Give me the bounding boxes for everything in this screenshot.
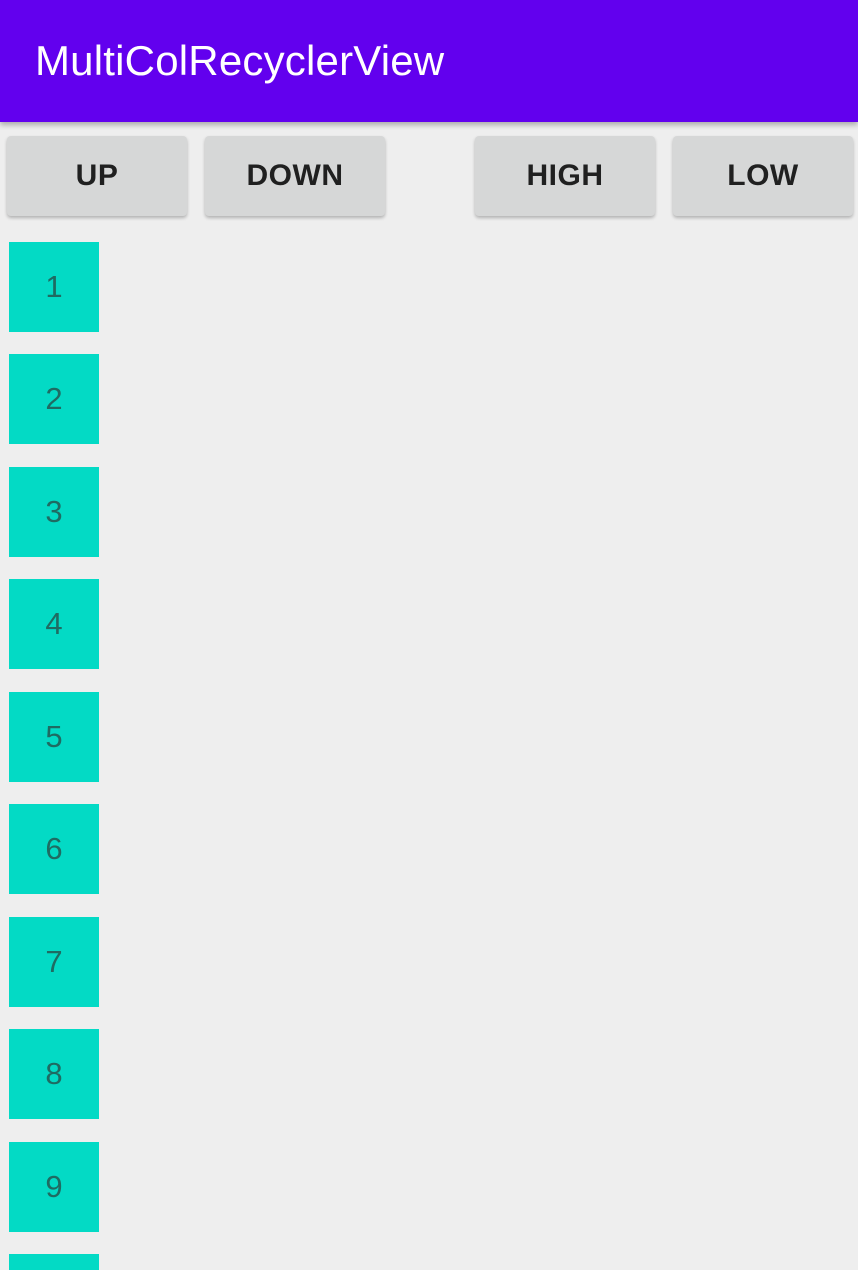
list-item[interactable]: 7 xyxy=(9,917,99,1007)
recycler-view[interactable]: 1 2 3 4 5 6 7 8 9 xyxy=(0,242,858,1270)
list-item-label: 9 xyxy=(45,1169,63,1204)
down-button[interactable]: DOWN xyxy=(205,136,385,216)
list-item-label: 6 xyxy=(45,831,63,866)
list-item-label: 2 xyxy=(45,381,63,416)
list-item-label: 5 xyxy=(45,719,63,754)
list-item-label: 8 xyxy=(45,1056,63,1091)
list-item[interactable]: 8 xyxy=(9,1029,99,1119)
list-item[interactable]: 4 xyxy=(9,579,99,669)
list-item[interactable]: 1 xyxy=(9,242,99,332)
list-item[interactable]: 5 xyxy=(9,692,99,782)
app-bar: MultiColRecyclerView xyxy=(0,0,858,122)
list-item[interactable]: 2 xyxy=(9,354,99,444)
list-item-label: 7 xyxy=(45,944,63,979)
list-item[interactable]: 3 xyxy=(9,467,99,557)
app-title: MultiColRecyclerView xyxy=(35,37,445,84)
list-item[interactable]: 9 xyxy=(9,1142,99,1232)
list-item[interactable]: 6 xyxy=(9,804,99,894)
up-button[interactable]: UP xyxy=(7,136,187,216)
list-item-label: 1 xyxy=(45,269,63,304)
list-item-label: 3 xyxy=(45,494,63,529)
high-button[interactable]: HIGH xyxy=(475,136,655,216)
button-bar: UP DOWN HIGH LOW xyxy=(0,136,858,218)
low-button[interactable]: LOW xyxy=(673,136,853,216)
list-item[interactable] xyxy=(9,1254,99,1270)
list-item-label: 4 xyxy=(45,606,63,641)
